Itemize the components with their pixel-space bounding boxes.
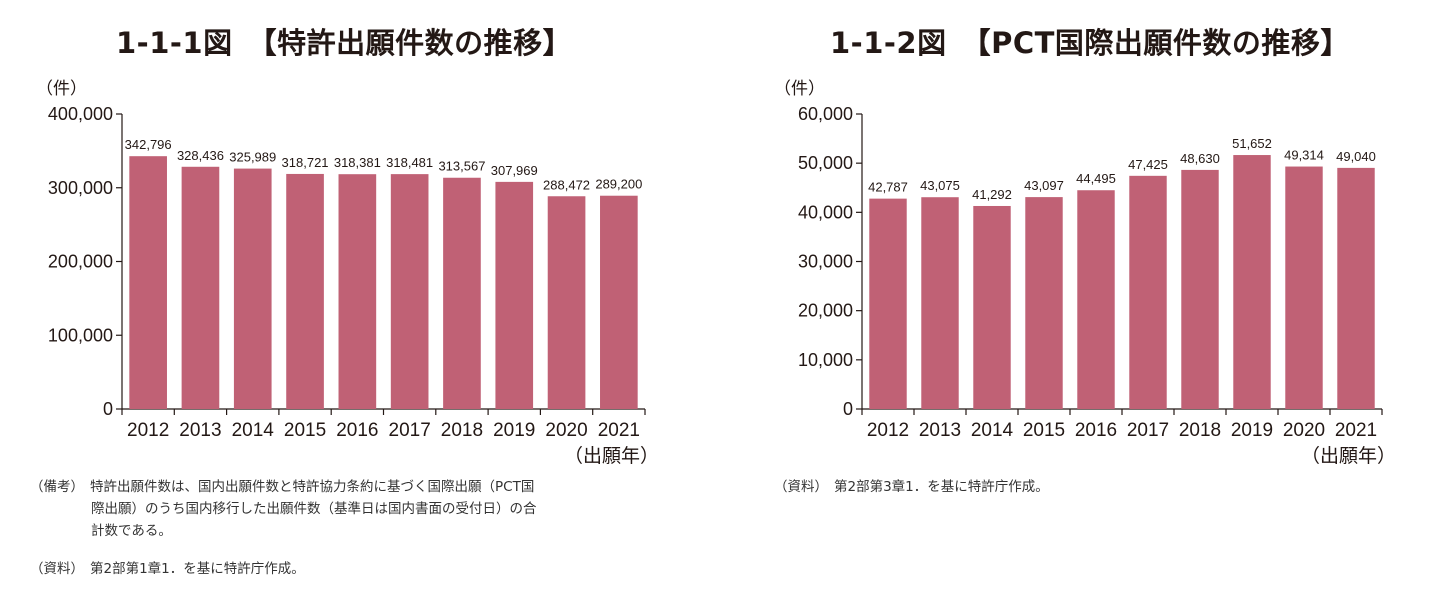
bar-2019	[495, 181, 534, 409]
data-label-2012: 342,796	[125, 137, 172, 152]
y-tick-label: 0	[103, 399, 113, 419]
note-shiryo-head: （資料）	[30, 561, 84, 577]
x-tick-label-2021: 2021	[598, 420, 640, 441]
data-label-2014: 325,989	[229, 150, 276, 165]
data-label-2021: 49,040	[1336, 149, 1376, 164]
patent-applications-chart: （件） 0 100,000 200,000 300,000 400,000 342,796 2…	[36, 79, 659, 467]
x-tick-label-2018: 2018	[441, 420, 483, 441]
x-axis-label: （出願年）	[564, 445, 659, 467]
data-label-2020: 288,472	[543, 177, 590, 192]
bar-2013	[921, 197, 959, 409]
bar-2015	[286, 173, 324, 409]
x-tick-label-2012: 2012	[867, 420, 909, 441]
bar-2017	[390, 174, 429, 409]
bar-2019	[1233, 155, 1271, 409]
data-label-2017: 318,481	[386, 155, 433, 170]
x-tick-label-2016: 2016	[336, 420, 378, 441]
x-axis-label: （出願年）	[1301, 445, 1396, 467]
chart-title: 1-1-2図 【PCT国際出願件数の推移】	[830, 26, 1350, 60]
x-tick-label-2012: 2012	[127, 420, 169, 441]
y-tick-label: 300,000	[48, 178, 113, 198]
x-tick-label-2015: 2015	[284, 420, 326, 441]
note-biko-line2: 際出願）のうち国内移行した出願件数（基準日は国内書面の受付日）の合	[91, 501, 537, 517]
bar-2018	[443, 177, 481, 409]
y-tick-label: 400,000	[48, 104, 113, 124]
y-tick-label: 100,000	[48, 325, 113, 345]
x-tick-label-2013: 2013	[919, 420, 961, 441]
data-label-2012: 42,787	[868, 180, 908, 195]
bar-2015	[1025, 197, 1063, 409]
x-tick-label-2021: 2021	[1335, 420, 1377, 441]
x-tick-label-2014: 2014	[971, 420, 1014, 441]
x-tick-label-2017: 2017	[389, 420, 431, 441]
y-tick-label: 200,000	[48, 252, 113, 272]
bar-2016	[1077, 190, 1115, 409]
note-shiryo-head: （資料）	[774, 479, 828, 495]
note-biko-head: （備考）	[30, 479, 84, 495]
bar-2013	[181, 166, 220, 409]
y-tick-label: 20,000	[798, 301, 853, 321]
note-biko: （備考） 特許出願件数は、国内出願件数と特許協力条約に基づく国際出願（PCT国 際…	[30, 476, 537, 542]
data-label-2015: 318,721	[282, 155, 329, 170]
y-tick-label: 0	[843, 399, 853, 419]
bar-2021	[1337, 167, 1375, 409]
data-label-2015: 43,097	[1024, 178, 1064, 193]
x-tick-label-2018: 2018	[1179, 420, 1221, 441]
data-label-2017: 47,425	[1128, 157, 1168, 172]
x-tick-label-2015: 2015	[1023, 420, 1065, 441]
note-biko-line3: 計数である。	[91, 523, 172, 539]
x-tick-label-2016: 2016	[1075, 420, 1117, 441]
note-biko-line1: 特許出願件数は、国内出願件数と特許協力条約に基づく国際出願（PCT国	[90, 479, 535, 495]
note-shiryo-text: 第2部第1章1．を基に特許庁作成。	[90, 561, 305, 577]
data-label-2020: 49,314	[1284, 148, 1324, 163]
bar-2014	[233, 168, 272, 409]
pct-applications-panel: 1-1-2図 【PCT国際出願件数の推移】 （件） 0 10,000 20,000 30…	[716, 0, 1433, 601]
bar-2020	[1285, 166, 1323, 409]
bar-2016	[338, 174, 377, 409]
bar-2012	[129, 156, 167, 409]
bar-2021	[600, 195, 638, 409]
note-shiryo-right: （資料） 第2部第3章1．を基に特許庁作成。	[774, 476, 1049, 498]
chart-title: 1-1-1図 【特許出願件数の推移】	[116, 26, 573, 60]
data-label-2021: 289,200	[595, 177, 642, 192]
data-label-2019: 51,652	[1232, 136, 1272, 151]
y-tick-label: 30,000	[798, 252, 853, 272]
bar-2020	[547, 196, 586, 409]
data-label-2016: 318,381	[334, 155, 381, 170]
x-tick-label-2013: 2013	[179, 420, 221, 441]
x-tick-label-2019: 2019	[1231, 420, 1273, 441]
data-label-2018: 313,567	[438, 159, 485, 174]
y-tick-label: 60,000	[798, 104, 853, 124]
bar-2014	[973, 205, 1011, 409]
y-tick-label: 50,000	[798, 153, 853, 173]
pct-applications-chart: （件） 0 10,000 20,000 30,000 40,000 50,000 60,000…	[774, 79, 1396, 467]
data-label-2019: 307,969	[491, 163, 538, 178]
x-tick-label-2017: 2017	[1127, 420, 1169, 441]
data-label-2014: 41,292	[972, 187, 1012, 202]
y-tick-label: 10,000	[798, 350, 853, 370]
x-tick-label-2020: 2020	[1283, 420, 1325, 441]
patent-applications-panel: 1-1-1図 【特許出願件数の推移】 （件） 0 100,000 200,000 300…	[0, 0, 716, 601]
x-tick-label-2014: 2014	[232, 420, 275, 441]
note-shiryo-text: 第2部第3章1．を基に特許庁作成。	[834, 479, 1049, 495]
data-label-2013: 43,075	[920, 178, 960, 193]
y-tick-label: 40,000	[798, 202, 853, 222]
data-label-2016: 44,495	[1076, 171, 1116, 186]
x-tick-label-2020: 2020	[545, 420, 587, 441]
y-axis-unit-label: （件）	[36, 79, 87, 98]
bar-2017	[1129, 175, 1167, 409]
x-tick-label-2019: 2019	[493, 420, 535, 441]
y-axis-unit-label: （件）	[774, 79, 825, 98]
data-label-2013: 328,436	[177, 148, 224, 163]
bar-2018	[1181, 169, 1219, 409]
note-shiryo-left: （資料） 第2部第1章1．を基に特許庁作成。	[30, 558, 305, 580]
data-label-2018: 48,630	[1180, 151, 1220, 166]
bar-2012	[869, 198, 907, 409]
